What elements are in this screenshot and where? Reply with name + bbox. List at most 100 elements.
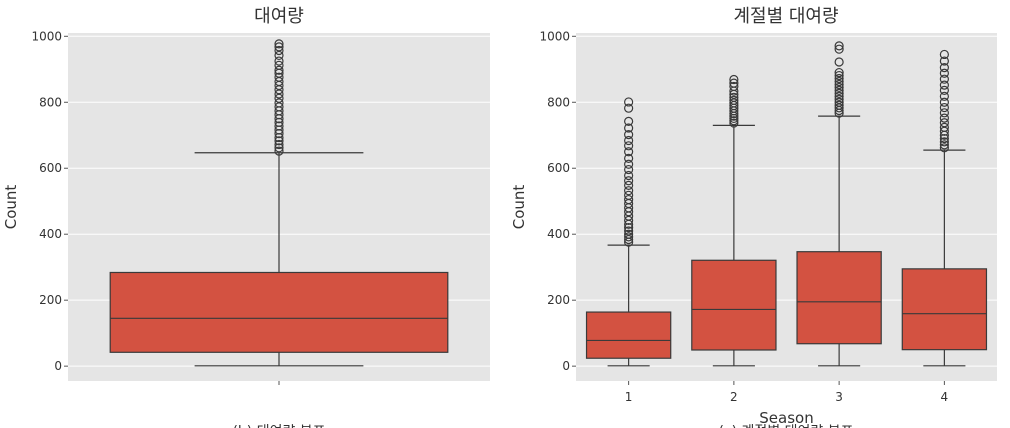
outlier-point [834, 67, 844, 78]
outlier-point [729, 81, 739, 92]
outlier-point [939, 74, 949, 84]
y-tick-label: 400 [39, 227, 62, 241]
outlier-point [624, 129, 634, 140]
iqr-box [585, 311, 672, 359]
outlier-point [624, 153, 634, 163]
outlier-point [939, 140, 949, 150]
outlier-point [729, 74, 739, 85]
iqr-box [109, 271, 449, 353]
chart-title: 계절별 대여량 [733, 6, 838, 27]
outlier-point [624, 123, 634, 133]
outlier-point [624, 226, 634, 236]
outlier-point [274, 56, 284, 66]
outlier-point [939, 118, 949, 128]
y-tick-label: 1000 [31, 29, 62, 43]
outlier-point [729, 78, 739, 88]
y-axis-label: Count [510, 185, 528, 230]
outlier-point [624, 194, 634, 205]
outlier-point [274, 139, 284, 150]
outlier-point [939, 91, 949, 101]
outlier-point [939, 113, 949, 123]
outlier-point [624, 186, 634, 196]
boxplot-rentals-by-season: 0 200 400 600 800 1000 계절별 대여량 Count Season(c) 계… [510, 6, 997, 428]
outlier-point [834, 97, 844, 107]
outlier-point [939, 122, 949, 132]
outlier-point [624, 170, 634, 181]
iqr-box [691, 259, 777, 351]
outlier-point [939, 85, 949, 95]
outlier-point [624, 164, 634, 175]
outlier-point [624, 103, 634, 113]
outlier-point [939, 80, 949, 90]
outlier-point [274, 136, 284, 146]
outlier-point [939, 49, 949, 60]
outlier-point [939, 108, 949, 118]
outlier-point [274, 146, 284, 156]
outlier-point [729, 116, 739, 126]
outlier-point [274, 39, 284, 49]
outlier-point [624, 229, 634, 239]
outlier-point [939, 68, 949, 78]
y-tick-label: 400 [547, 227, 570, 241]
y-tick-label: 800 [39, 95, 62, 109]
box-all [109, 39, 449, 385]
y-tick-label: 600 [547, 161, 570, 175]
outlier-point [834, 91, 844, 101]
outlier-point [624, 116, 634, 127]
x-tick-label: 3 [835, 390, 843, 404]
outlier-point [624, 141, 634, 151]
outlier-point [274, 72, 284, 82]
outlier-point [834, 44, 844, 54]
outlier-point [624, 135, 634, 146]
outlier-point [274, 121, 284, 131]
outlier-point [939, 97, 949, 107]
outlier-point [624, 190, 634, 200]
chart-title: 대여량 [254, 6, 304, 27]
iqr-box [796, 251, 882, 345]
outlier-point [624, 223, 634, 233]
box-3: 3 [796, 41, 882, 404]
outlier-point [834, 73, 844, 84]
panel-caption: (b) 대여량 분포 [232, 424, 325, 428]
outlier-point [274, 45, 284, 56]
outlier-point [834, 57, 844, 67]
box-2: 2 [691, 74, 777, 404]
outlier-point [624, 176, 634, 186]
x-tick-label: 4 [941, 390, 949, 404]
outlier-point [939, 137, 949, 147]
outlier-point [274, 42, 284, 52]
outlier-point [834, 94, 844, 104]
box-1: 1 [585, 97, 672, 404]
y-tick-label: 800 [547, 95, 570, 109]
x-axis-label: Season [759, 409, 813, 427]
outlier-point [939, 102, 949, 113]
outlier-point [834, 79, 844, 90]
outlier-point [729, 118, 739, 128]
outlier-point [834, 88, 844, 98]
y-tick-label: 1000 [539, 29, 570, 43]
outlier-point [939, 143, 949, 153]
y-tick-label: 200 [547, 293, 570, 307]
outlier-point [624, 159, 634, 169]
x-tick-label: 2 [730, 390, 738, 404]
outlier-point [624, 147, 634, 157]
outlier-point [729, 92, 739, 102]
y-tick-label: 0 [54, 359, 62, 373]
outlier-point [834, 41, 844, 51]
panel-caption: (c) 계절별 대여량 분포 [718, 424, 853, 428]
y-axis-label: Count [2, 185, 20, 230]
outlier-point [939, 63, 949, 73]
boxplot-total-rentals: 0 200 400 600 800 1000 대여량 Count (b) 대여량 분포 [2, 6, 490, 428]
outlier-point [834, 76, 844, 87]
outlier-point [624, 97, 634, 107]
outlier-point [834, 85, 844, 95]
y-tick-label: 0 [562, 359, 570, 373]
outlier-point [274, 98, 284, 108]
y-tick-label: 200 [39, 293, 62, 307]
box-4: 4 [901, 49, 988, 404]
outlier-point [729, 95, 739, 105]
outlier-point [274, 65, 284, 75]
outlier-point [834, 100, 844, 110]
x-tick-label: 1 [625, 390, 633, 404]
